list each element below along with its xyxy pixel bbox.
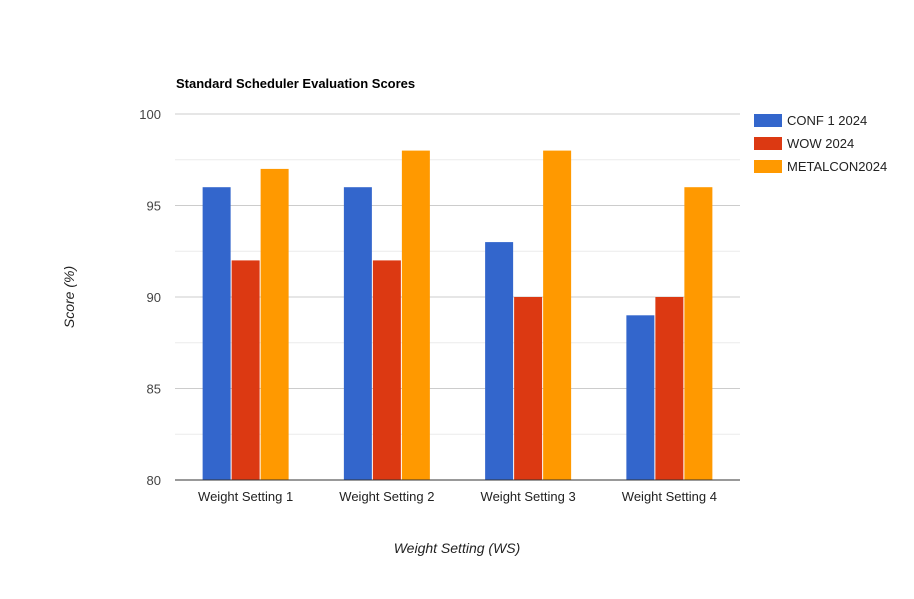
- legend-label: CONF 1 2024: [787, 113, 867, 128]
- y-tick-label: 85: [147, 382, 161, 397]
- x-axis-label: Weight Setting (WS): [394, 540, 521, 556]
- bar: [343, 187, 372, 480]
- y-axis-label: Score (%): [61, 266, 77, 328]
- legend: CONF 1 2024 WOW 2024 METALCON2024: [754, 113, 887, 174]
- bar: [684, 187, 713, 480]
- x-tick-label: Weight Setting 1: [198, 489, 293, 504]
- legend-label: METALCON2024: [787, 159, 887, 174]
- bar: [260, 168, 289, 480]
- legend-swatch: [754, 160, 782, 173]
- bar: [401, 150, 430, 480]
- bars: [202, 150, 713, 480]
- bar: [655, 297, 684, 480]
- x-axis-ticks: Weight Setting 1 Weight Setting 2 Weight S…: [198, 489, 717, 504]
- x-tick-label: Weight Setting 4: [622, 489, 717, 504]
- x-tick-label: Weight Setting 2: [339, 489, 434, 504]
- legend-label: WOW 2024: [787, 136, 854, 151]
- chart-title: Standard Scheduler Evaluation Scores: [176, 76, 415, 91]
- x-tick-label: Weight Setting 3: [481, 489, 576, 504]
- bar: [626, 315, 655, 480]
- bar: [485, 242, 514, 480]
- bar: [202, 187, 231, 480]
- legend-swatch: [754, 114, 782, 127]
- bar: [543, 150, 572, 480]
- y-axis-ticks: 80 85 90 95 100: [139, 107, 161, 488]
- y-tick-label: 95: [147, 199, 161, 214]
- bar: [231, 260, 260, 480]
- legend-swatch: [754, 137, 782, 150]
- bar: [514, 297, 543, 480]
- y-tick-label: 80: [147, 473, 161, 488]
- bar: [372, 260, 401, 480]
- gridlines: [175, 113, 740, 435]
- y-tick-label: 100: [139, 107, 161, 122]
- y-tick-label: 90: [147, 290, 161, 305]
